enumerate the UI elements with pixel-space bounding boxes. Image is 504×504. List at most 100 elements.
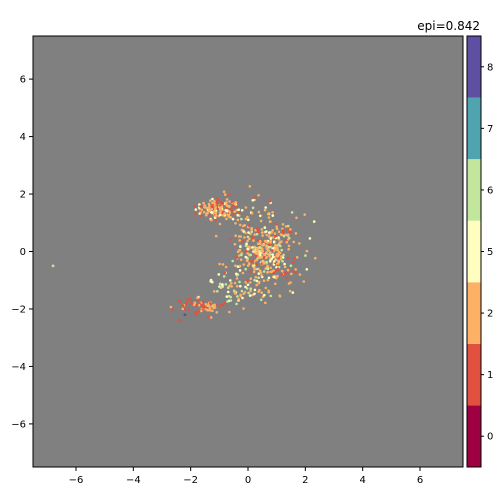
data-point (200, 208, 203, 212)
data-point (238, 254, 241, 257)
y-tick-label: 0 (20, 247, 26, 258)
data-point (219, 200, 223, 204)
data-point (214, 207, 217, 211)
data-point (250, 293, 254, 297)
data-point (246, 215, 249, 219)
data-point (266, 267, 269, 270)
data-point (267, 235, 271, 238)
data-point (283, 262, 286, 266)
data-point (263, 293, 266, 297)
data-point (196, 299, 200, 303)
data-point (275, 225, 278, 228)
data-point (202, 210, 206, 214)
data-point (289, 264, 293, 268)
data-point (271, 229, 275, 232)
data-point (196, 310, 200, 313)
data-point (190, 302, 194, 306)
data-point (216, 199, 219, 203)
data-point (227, 286, 230, 290)
data-point (291, 269, 294, 273)
data-point (243, 224, 247, 227)
data-point (256, 242, 260, 245)
data-point (218, 211, 222, 214)
data-point (181, 304, 185, 307)
data-point (255, 283, 258, 287)
data-point (215, 311, 219, 314)
x-tick-label: −2 (183, 475, 198, 486)
data-point (244, 281, 247, 284)
data-point (211, 203, 214, 206)
data-point (289, 230, 293, 234)
data-point (225, 203, 228, 206)
data-point (187, 308, 191, 312)
data-point (244, 231, 247, 234)
data-point (281, 223, 285, 226)
data-point (225, 198, 229, 201)
data-point (235, 277, 239, 280)
data-point (267, 212, 271, 215)
data-point (198, 303, 201, 307)
data-point (288, 289, 292, 293)
data-point (273, 235, 277, 238)
data-point (233, 210, 236, 214)
data-point (254, 275, 258, 279)
data-point (216, 207, 219, 210)
chart-title: epi=0.842 (417, 19, 480, 33)
data-point (266, 241, 269, 244)
data-point (246, 257, 249, 260)
data-point (239, 245, 242, 249)
data-point (213, 306, 217, 309)
data-point (253, 292, 256, 296)
data-point (260, 262, 263, 265)
data-point (277, 236, 280, 239)
data-point (280, 272, 284, 276)
data-point (229, 216, 232, 219)
data-point (255, 262, 258, 266)
data-point (278, 251, 282, 255)
data-point (267, 290, 271, 294)
data-point (256, 251, 259, 255)
data-point (236, 265, 240, 268)
data-point (265, 251, 268, 254)
colorbar-segment (467, 36, 481, 98)
data-point (270, 231, 273, 234)
data-point (291, 291, 295, 294)
x-tick-label: 4 (359, 475, 365, 486)
data-point (287, 233, 290, 236)
data-point (183, 313, 187, 317)
data-point (305, 268, 309, 271)
data-point (262, 279, 266, 283)
data-point (238, 223, 242, 227)
data-point (241, 296, 244, 300)
colorbar-segment (467, 282, 481, 344)
data-point (244, 217, 248, 221)
data-point (257, 281, 261, 285)
data-point (267, 276, 271, 280)
data-point (277, 262, 280, 265)
data-point (249, 277, 253, 281)
data-point (242, 263, 246, 266)
data-point (242, 292, 245, 296)
data-point (189, 300, 193, 304)
data-point (214, 218, 218, 222)
data-point (223, 212, 226, 215)
data-point (245, 249, 249, 253)
data-point (240, 253, 243, 257)
data-point (194, 310, 197, 314)
data-point (286, 257, 290, 260)
data-point (216, 290, 219, 293)
data-point (222, 190, 226, 193)
data-point (205, 213, 208, 217)
data-point (213, 216, 217, 219)
data-point (251, 199, 255, 202)
data-point (250, 226, 253, 230)
data-point (272, 275, 276, 279)
x-tick-label: −6 (69, 475, 84, 486)
colorbar-tick-label: 5 (487, 247, 493, 258)
data-point (277, 230, 281, 234)
data-point (206, 211, 209, 215)
y-tick-label: 6 (20, 75, 26, 86)
y-tick-label: 2 (20, 190, 26, 201)
data-point (259, 298, 263, 302)
data-point (230, 209, 234, 213)
